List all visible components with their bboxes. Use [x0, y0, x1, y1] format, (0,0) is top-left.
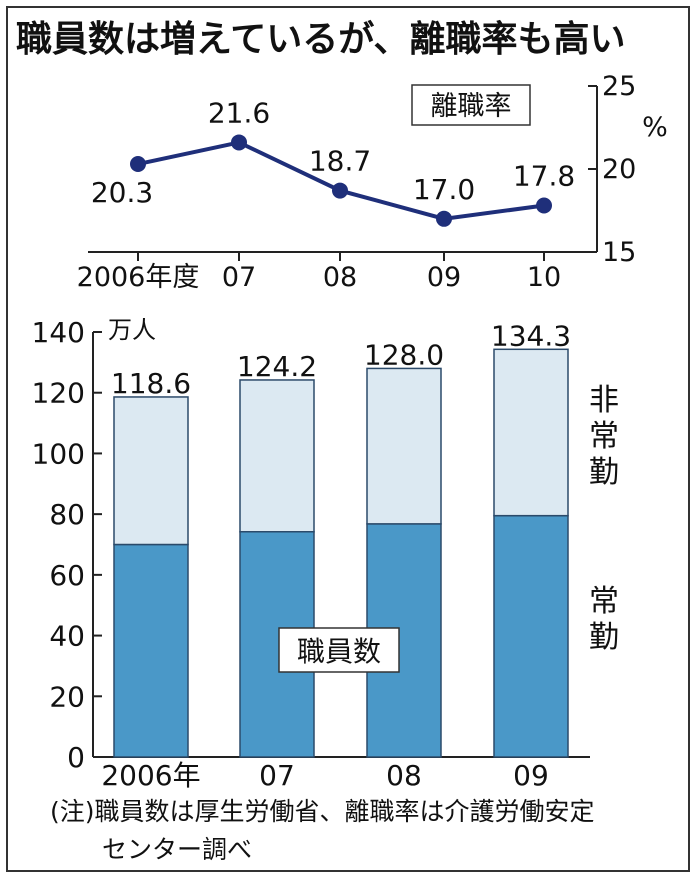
series-label-hijoukin: 非	[589, 383, 619, 418]
bar-chart-x-tick-label: 07	[259, 759, 295, 792]
line-chart-title-box	[411, 84, 531, 126]
chart-title: 職員数は増えているが、離職率も高い	[16, 19, 626, 60]
bar-chart-y-tick-label: 120	[32, 377, 85, 410]
bar-chart-y-tick-label: 40	[49, 620, 85, 653]
line-chart-y-tick-label: 25	[602, 71, 636, 102]
bar-segment-hijoukin	[366, 367, 442, 525]
line-point	[536, 197, 552, 214]
line-chart-x-tick-label: 07	[222, 262, 256, 293]
line-chart-y-tick-label: 20	[602, 154, 636, 185]
series-label-joukin: 勤	[589, 620, 619, 655]
bar-chart-x-tick-label: 2006年	[101, 759, 200, 792]
bar-segment-hijoukin	[239, 379, 315, 533]
bar-total-label: 134.3	[491, 319, 571, 352]
bar-chart-y-tick-label: 140	[32, 316, 85, 349]
line-value-label: 20.3	[91, 176, 153, 209]
bar-segment-hijoukin	[113, 396, 189, 546]
bar-total-label: 128.0	[364, 338, 444, 371]
line-value-label: 17.0	[413, 173, 475, 206]
bar-chart-label-box	[278, 627, 400, 673]
line-chart-x-tick-label: 10	[527, 262, 561, 293]
bar-chart-x-tick-label: 09	[513, 759, 549, 792]
bar-segment-hijoukin	[493, 348, 569, 517]
bar-total-label: 124.2	[237, 350, 317, 383]
line-chart-y-tick-label: 15	[602, 237, 636, 268]
bar-chart-y-tick-label: 20	[49, 680, 85, 713]
line-chart-x-tick-label: 09	[427, 262, 461, 293]
series-label-hijoukin: 勤	[589, 455, 619, 490]
bar-segment-joukin	[113, 543, 189, 758]
line-value-label: 21.6	[208, 96, 270, 129]
bar-chart-box-label: 職員数	[297, 635, 381, 668]
source-note-line-2: センター調べ	[102, 835, 253, 864]
bar-chart-y-tick-label: 80	[49, 498, 85, 531]
line-chart-x-tick-label: 2006年度	[77, 262, 200, 293]
bar-chart-y-tick-label: 100	[32, 437, 85, 470]
bar-segment-joukin	[493, 514, 569, 758]
line-chart-title: 離職率	[431, 91, 512, 122]
line-point	[130, 156, 146, 173]
line-point	[231, 134, 247, 151]
series-label-hijoukin: 常	[589, 419, 619, 454]
line-chart-x-tick-label: 08	[323, 262, 357, 293]
line-value-label: 18.7	[309, 145, 371, 178]
bar-total-label: 118.6	[111, 367, 191, 400]
line-chart-unit-label: %	[642, 112, 668, 143]
bar-chart-unit-label: 万人	[108, 316, 156, 344]
line-point	[436, 210, 452, 227]
source-note: (注)職員数は厚生労働省、離職率は介護労働安定 センター調べ	[50, 793, 595, 869]
bar-chart-y-tick-label: 60	[49, 559, 85, 592]
series-label-joukin: 常	[589, 584, 619, 619]
bar-chart-x-tick-label: 08	[386, 759, 422, 792]
source-note-line-1: (注)職員数は厚生労働省、離職率は介護労働安定	[50, 797, 595, 826]
line-point	[332, 182, 348, 199]
bar-chart-y-tick-label: 0	[67, 741, 85, 774]
line-value-label: 17.8	[513, 160, 575, 193]
